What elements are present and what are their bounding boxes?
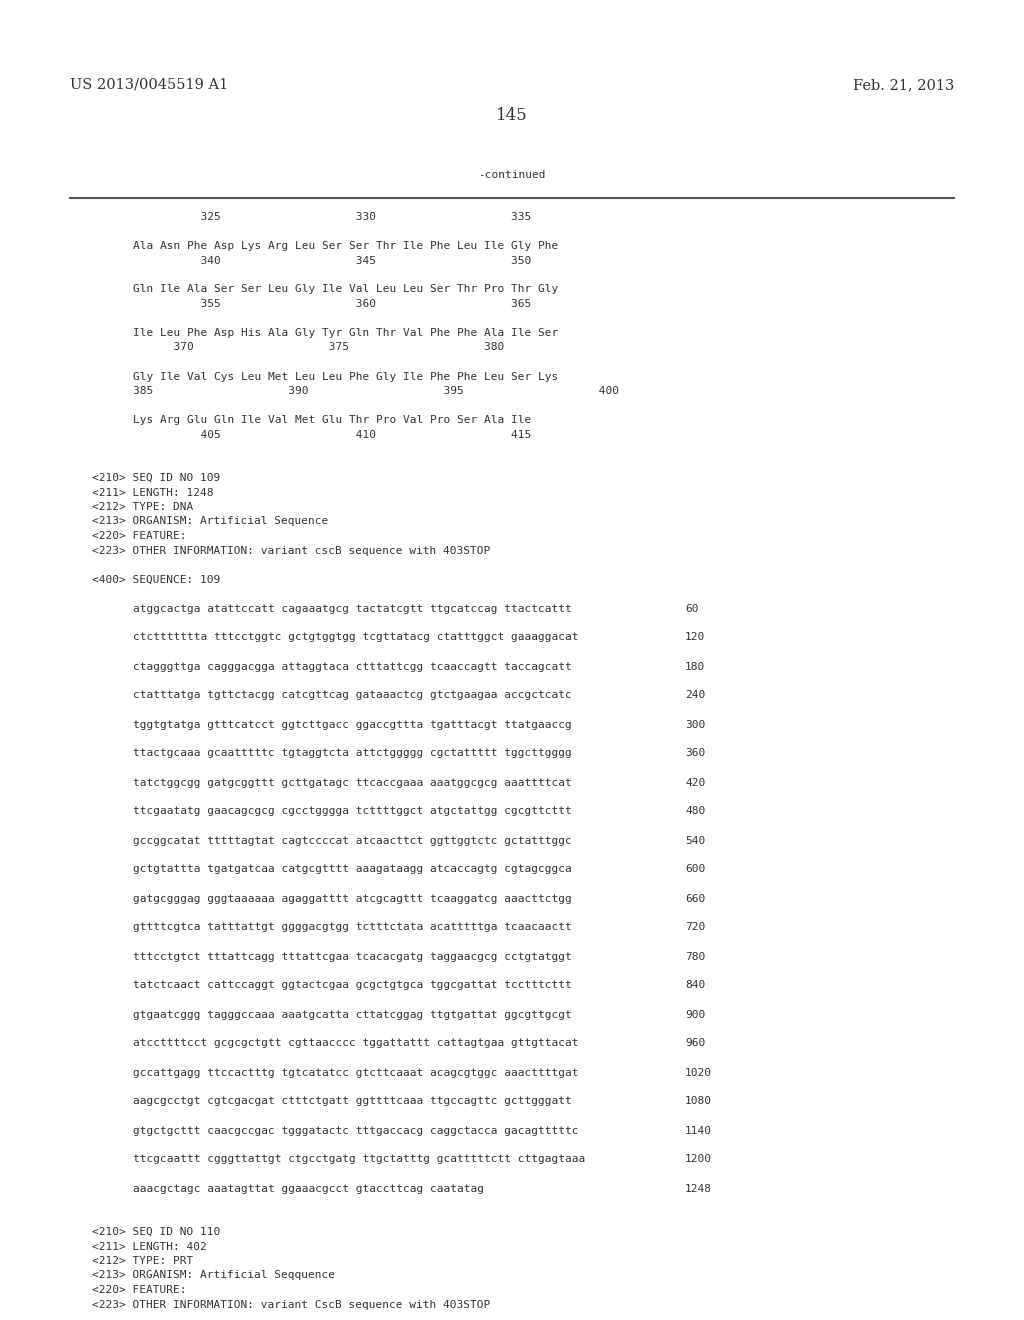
Text: 405                    410                    415: 405 410 415: [133, 429, 531, 440]
Text: ttactgcaaa gcaatttttc tgtaggtcta attctggggg cgctattttt tggcttgggg: ttactgcaaa gcaatttttc tgtaggtcta attctgg…: [133, 748, 571, 759]
Text: gatgcgggag gggtaaaaaa agaggatttt atcgcagttt tcaaggatcg aaacttctgg: gatgcgggag gggtaaaaaa agaggatttt atcgcag…: [133, 894, 571, 903]
Text: <220> FEATURE:: <220> FEATURE:: [92, 1284, 186, 1295]
Text: 840: 840: [685, 981, 706, 990]
Text: 385                    390                    395                    400: 385 390 395 400: [133, 385, 620, 396]
Text: gtgaatcggg tagggccaaa aaatgcatta cttatcggag ttgtgattat ggcgttgcgt: gtgaatcggg tagggccaaa aaatgcatta cttatcg…: [133, 1010, 571, 1019]
Text: Ala Asn Phe Asp Lys Arg Leu Ser Ser Thr Ile Phe Leu Ile Gly Phe: Ala Asn Phe Asp Lys Arg Leu Ser Ser Thr …: [133, 242, 558, 251]
Text: 240: 240: [685, 690, 706, 701]
Text: 900: 900: [685, 1010, 706, 1019]
Text: aagcgcctgt cgtcgacgat ctttctgatt ggttttcaaa ttgccagttc gcttgggatt: aagcgcctgt cgtcgacgat ctttctgatt ggttttc…: [133, 1097, 571, 1106]
Text: <212> TYPE: DNA: <212> TYPE: DNA: [92, 502, 194, 512]
Text: gccggcatat tttttagtat cagtccccat atcaacttct ggttggtctc gctatttggc: gccggcatat tttttagtat cagtccccat atcaact…: [133, 836, 571, 846]
Text: gccattgagg ttccactttg tgtcatatcc gtcttcaaat acagcgtggc aaacttttgat: gccattgagg ttccactttg tgtcatatcc gtcttca…: [133, 1068, 579, 1077]
Text: 480: 480: [685, 807, 706, 817]
Text: atggcactga atattccatt cagaaatgcg tactatcgtt ttgcatccag ttactcattt: atggcactga atattccatt cagaaatgcg tactatc…: [133, 603, 571, 614]
Text: ctcttttttta tttcctggtc gctgtggtgg tcgttatacg ctatttggct gaaaggacat: ctcttttttta tttcctggtc gctgtggtgg tcgtta…: [133, 632, 579, 643]
Text: 1200: 1200: [685, 1155, 712, 1164]
Text: gctgtattta tgatgatcaa catgcgtttt aaagataagg atcaccagtg cgtagcggca: gctgtattta tgatgatcaa catgcgtttt aaagata…: [133, 865, 571, 874]
Text: ttcgaatatg gaacagcgcg cgcctgggga tcttttggct atgctattgg cgcgttcttt: ttcgaatatg gaacagcgcg cgcctgggga tcttttg…: [133, 807, 571, 817]
Text: Lys Arg Glu Gln Ile Val Met Glu Thr Pro Val Pro Ser Ala Ile: Lys Arg Glu Gln Ile Val Met Glu Thr Pro …: [133, 414, 531, 425]
Text: 325                    330                    335: 325 330 335: [133, 213, 531, 222]
Text: 720: 720: [685, 923, 706, 932]
Text: US 2013/0045519 A1: US 2013/0045519 A1: [70, 78, 228, 92]
Text: <210> SEQ ID NO 110: <210> SEQ ID NO 110: [92, 1228, 220, 1237]
Text: atccttttcct gcgcgctgtt cgttaacccc tggattattt cattagtgaa gttgttacat: atccttttcct gcgcgctgtt cgttaacccc tggatt…: [133, 1039, 579, 1048]
Text: Gly Ile Val Cys Leu Met Leu Leu Phe Gly Ile Phe Phe Leu Ser Lys: Gly Ile Val Cys Leu Met Leu Leu Phe Gly …: [133, 371, 558, 381]
Text: tggtgtatga gtttcatcct ggtcttgacc ggaccgttta tgatttacgt ttatgaaccg: tggtgtatga gtttcatcct ggtcttgacc ggaccgt…: [133, 719, 571, 730]
Text: <213> ORGANISM: Artificial Seqquence: <213> ORGANISM: Artificial Seqquence: [92, 1270, 335, 1280]
Text: 1248: 1248: [685, 1184, 712, 1193]
Text: 145: 145: [496, 107, 528, 124]
Text: 1140: 1140: [685, 1126, 712, 1135]
Text: <210> SEQ ID NO 109: <210> SEQ ID NO 109: [92, 473, 220, 483]
Text: ctagggttga cagggacgga attaggtaca ctttattcgg tcaaccagtt taccagcatt: ctagggttga cagggacgga attaggtaca ctttatt…: [133, 661, 571, 672]
Text: <213> ORGANISM: Artificial Sequence: <213> ORGANISM: Artificial Sequence: [92, 516, 329, 527]
Text: <212> TYPE: PRT: <212> TYPE: PRT: [92, 1257, 194, 1266]
Text: -continued: -continued: [478, 170, 546, 180]
Text: gttttcgtca tatttattgt ggggacgtgg tctttctata acatttttga tcaacaactt: gttttcgtca tatttattgt ggggacgtgg tctttct…: [133, 923, 571, 932]
Text: tatctggcgg gatgcggttt gcttgatagc ttcaccgaaa aaatggcgcg aaattttcat: tatctggcgg gatgcggttt gcttgatagc ttcaccg…: [133, 777, 571, 788]
Text: <211> LENGTH: 1248: <211> LENGTH: 1248: [92, 487, 214, 498]
Text: 120: 120: [685, 632, 706, 643]
Text: 1020: 1020: [685, 1068, 712, 1077]
Text: 780: 780: [685, 952, 706, 961]
Text: tatctcaact cattccaggt ggtactcgaa gcgctgtgca tggcgattat tcctttcttt: tatctcaact cattccaggt ggtactcgaa gcgctgt…: [133, 981, 571, 990]
Text: 540: 540: [685, 836, 706, 846]
Text: 355                    360                    365: 355 360 365: [133, 300, 531, 309]
Text: <400> SEQUENCE: 109: <400> SEQUENCE: 109: [92, 574, 220, 585]
Text: 340                    345                    350: 340 345 350: [133, 256, 531, 265]
Text: 660: 660: [685, 894, 706, 903]
Text: <211> LENGTH: 402: <211> LENGTH: 402: [92, 1242, 207, 1251]
Text: 370                    375                    380: 370 375 380: [133, 342, 505, 352]
Text: 600: 600: [685, 865, 706, 874]
Text: <220> FEATURE:: <220> FEATURE:: [92, 531, 186, 541]
Text: ttcgcaattt cgggttattgt ctgcctgatg ttgctatttg gcatttttctt cttgagtaaa: ttcgcaattt cgggttattgt ctgcctgatg ttgcta…: [133, 1155, 586, 1164]
Text: 60: 60: [685, 603, 698, 614]
Text: <223> OTHER INFORMATION: variant CscB sequence with 403STOP: <223> OTHER INFORMATION: variant CscB se…: [92, 1299, 490, 1309]
Text: Gln Ile Ala Ser Ser Leu Gly Ile Val Leu Leu Ser Thr Pro Thr Gly: Gln Ile Ala Ser Ser Leu Gly Ile Val Leu …: [133, 285, 558, 294]
Text: Ile Leu Phe Asp His Ala Gly Tyr Gln Thr Val Phe Phe Ala Ile Ser: Ile Leu Phe Asp His Ala Gly Tyr Gln Thr …: [133, 327, 558, 338]
Text: 1080: 1080: [685, 1097, 712, 1106]
Text: 180: 180: [685, 661, 706, 672]
Text: gtgctgcttt caacgccgac tgggatactc tttgaccacg caggctacca gacagtttttc: gtgctgcttt caacgccgac tgggatactc tttgacc…: [133, 1126, 579, 1135]
Text: 960: 960: [685, 1039, 706, 1048]
Text: 300: 300: [685, 719, 706, 730]
Text: 360: 360: [685, 748, 706, 759]
Text: aaacgctagc aaatagttat ggaaacgcct gtaccttcag caatatag: aaacgctagc aaatagttat ggaaacgcct gtacctt…: [133, 1184, 484, 1193]
Text: ctatttatga tgttctacgg catcgttcag gataaactcg gtctgaagaa accgctcatc: ctatttatga tgttctacgg catcgttcag gataaac…: [133, 690, 571, 701]
Text: <223> OTHER INFORMATION: variant cscB sequence with 403STOP: <223> OTHER INFORMATION: variant cscB se…: [92, 545, 490, 556]
Text: tttcctgtct tttattcagg tttattcgaa tcacacgatg taggaacgcg cctgtatggt: tttcctgtct tttattcagg tttattcgaa tcacacg…: [133, 952, 571, 961]
Text: 420: 420: [685, 777, 706, 788]
Text: Feb. 21, 2013: Feb. 21, 2013: [853, 78, 954, 92]
